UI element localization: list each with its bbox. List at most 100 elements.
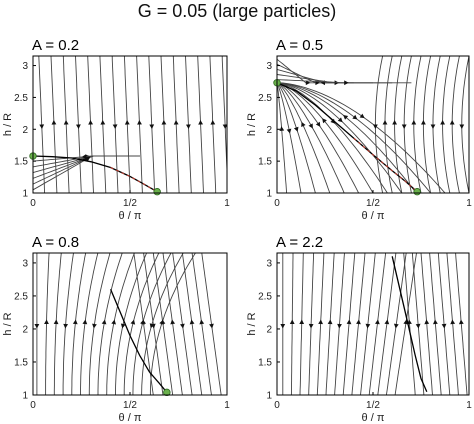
- arrow-head: [440, 120, 445, 125]
- stream-line: [422, 56, 432, 193]
- arrow-head: [137, 120, 142, 125]
- arrow-head: [384, 319, 390, 325]
- x-tick-label: 0: [274, 198, 280, 209]
- arrow-head: [185, 124, 191, 129]
- arrow-head: [352, 114, 358, 120]
- stream-line: [181, 253, 203, 395]
- x-tick-label: 1: [224, 198, 230, 209]
- stream-line: [277, 82, 388, 193]
- x-tick-label: 0: [30, 198, 36, 209]
- stream-line: [455, 253, 468, 395]
- arrow-head: [315, 121, 321, 127]
- arrow-head: [180, 323, 185, 329]
- arrow-head: [72, 319, 78, 325]
- y-tick-label: 2: [22, 125, 28, 136]
- y-tick-label: 1: [266, 391, 272, 402]
- y-tick-label: 2.5: [14, 291, 28, 302]
- y-axis-label: h / R: [246, 113, 258, 136]
- arrow-head: [346, 319, 352, 325]
- arrow-head: [375, 319, 380, 325]
- arrow-head: [318, 319, 324, 325]
- y-axis-label: h / R: [2, 312, 14, 335]
- arrow-head: [441, 323, 447, 329]
- arrow-head: [88, 120, 94, 125]
- stream-line: [277, 82, 316, 193]
- x-tick-label: 1/2: [366, 198, 380, 209]
- y-tick-label: 2.5: [258, 93, 272, 104]
- arrow-head: [39, 124, 45, 129]
- arrow-head: [222, 124, 227, 129]
- arrow-head: [308, 123, 313, 129]
- arrow-head: [82, 319, 88, 325]
- y-tick-label: 1: [266, 189, 272, 200]
- stream-line: [420, 253, 433, 395]
- arrow-head: [198, 120, 204, 125]
- stream-line: [38, 56, 46, 193]
- arrow-head: [337, 323, 342, 329]
- y-tick-label: 3: [22, 61, 28, 72]
- arrow-head: [415, 323, 421, 329]
- stream-line: [446, 253, 459, 395]
- arrow-head: [75, 124, 81, 129]
- arrow-head: [393, 323, 399, 329]
- arrow-head: [279, 126, 285, 131]
- stream-line: [133, 253, 154, 395]
- arrow-head: [63, 120, 69, 125]
- arrow-head: [199, 319, 205, 325]
- stream-line: [432, 56, 441, 193]
- stream-line: [277, 82, 403, 193]
- stream-line: [277, 82, 288, 193]
- arrow-head: [392, 120, 397, 125]
- separatrix-line: [391, 256, 428, 392]
- arrow-head: [365, 323, 371, 329]
- arrow-head: [322, 118, 327, 124]
- arrow-head: [430, 124, 436, 129]
- fixed-point-marker: [413, 188, 421, 196]
- panel-4: A = 2.2 1 1.5 2 2.5 3 0 1/2 1 θ / π h / R: [246, 234, 472, 424]
- arrow-head: [424, 319, 430, 325]
- separatrix-line: [110, 289, 168, 393]
- arrow-head: [111, 319, 117, 325]
- stream-line: [461, 56, 469, 193]
- stream-line: [277, 82, 446, 193]
- arrow-head: [173, 120, 179, 125]
- x-tick-label: 1: [466, 400, 472, 411]
- y-tick-label: 1.5: [258, 357, 272, 368]
- arrow-head: [293, 126, 299, 132]
- y-axis-label: h / R: [2, 113, 14, 136]
- arrow-head: [130, 319, 136, 325]
- plot-area: [33, 56, 227, 193]
- panel-title: A = 0.2: [32, 37, 79, 54]
- arrow-head: [34, 324, 40, 329]
- stream-line: [106, 253, 135, 395]
- x-tick-label: 1: [224, 400, 230, 411]
- plot-area: [280, 253, 468, 395]
- arrow-head: [92, 323, 97, 329]
- plot-area: [277, 56, 469, 193]
- arrow-head: [433, 319, 438, 325]
- unstable-path: [353, 137, 418, 193]
- panel-title: A = 0.8: [32, 234, 79, 251]
- stream-line: [152, 253, 174, 395]
- y-tick-label: 2: [22, 324, 28, 335]
- arrow-head: [301, 121, 306, 127]
- stream-line: [277, 58, 335, 84]
- stream-line: [316, 253, 325, 395]
- x-tick-label: 0: [274, 400, 280, 411]
- x-axis-label: θ / π: [362, 210, 385, 222]
- stream-line: [123, 56, 131, 193]
- arrow-head: [280, 324, 286, 329]
- arrow-head: [403, 319, 409, 325]
- stream-line: [403, 56, 412, 193]
- arrow-head: [327, 319, 333, 325]
- panel-title: A = 2.2: [276, 234, 323, 251]
- stream-line: [62, 253, 74, 395]
- x-axis-label: θ / π: [362, 412, 385, 424]
- plot-area: [34, 253, 222, 395]
- arrow-head: [459, 124, 465, 129]
- arrow-head: [101, 319, 107, 325]
- stream-line: [88, 253, 111, 395]
- fixed-point-marker: [153, 188, 161, 196]
- arrow-head: [401, 124, 407, 129]
